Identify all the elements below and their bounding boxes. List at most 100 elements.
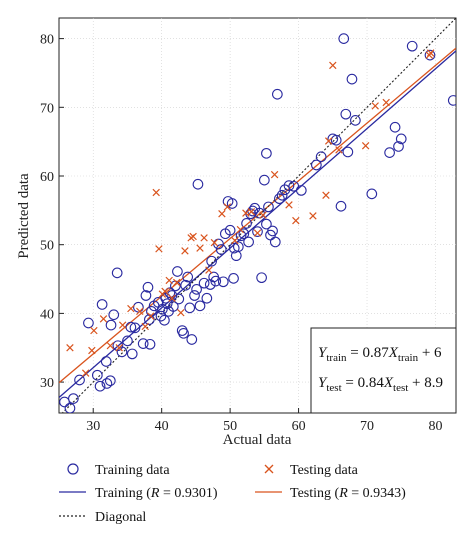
training-point	[330, 134, 342, 146]
testing-point	[247, 207, 256, 216]
training-point	[393, 141, 404, 152]
training-point	[189, 290, 200, 301]
training-point	[272, 88, 283, 100]
legend-training-fit-var: R	[150, 486, 160, 501]
legend-testing-fit-var: R	[338, 486, 348, 501]
equation-box: Ytrain = 0.87Xtrain + 6 Ytest = 0.84Xtes…	[310, 327, 457, 414]
testing-point	[115, 344, 123, 352]
training-point	[210, 275, 222, 287]
testing-point	[152, 188, 160, 197]
testing-point	[231, 236, 239, 245]
training-point	[269, 236, 281, 248]
training-point	[184, 302, 196, 314]
training-point	[100, 356, 112, 367]
axes: 30 40 50 60 70 80 30 40 50 60 70 80	[40, 33, 442, 434]
training-point	[105, 319, 117, 331]
testing-point	[106, 341, 115, 350]
training-point	[167, 301, 179, 312]
testing-point	[99, 315, 108, 323]
training-point	[144, 338, 156, 350]
test-eq-mid: = 0.84	[342, 375, 385, 391]
plot-frame	[58, 17, 457, 414]
testing-point	[136, 307, 144, 316]
training-point	[311, 159, 322, 171]
training-point	[346, 73, 358, 85]
test-eq-lhs-sub: test	[326, 382, 341, 394]
testing-point	[161, 287, 169, 296]
legend-testing-fit-prefix: Testing (	[290, 486, 340, 501]
testing-point	[335, 146, 343, 154]
training-point	[173, 293, 185, 305]
x-tick-label: 40	[155, 419, 169, 434]
train-eq-lhs-sub: train	[326, 352, 347, 364]
training-point	[122, 335, 133, 347]
test-equation: Ytest = 0.84Xtest + 8.9	[318, 375, 443, 394]
training-point	[276, 189, 288, 201]
testing-point	[218, 210, 226, 218]
testing-point	[361, 142, 370, 150]
test-eq-rhs: + 8.9	[408, 375, 443, 391]
training-point	[180, 279, 191, 291]
training-point	[178, 327, 189, 339]
legend-training-fit-suffix: = 0.9301)	[159, 486, 217, 501]
training-point	[232, 241, 244, 253]
training-point	[96, 299, 108, 310]
testing-point	[259, 211, 267, 219]
equation-box-frame	[310, 327, 457, 414]
training-point	[182, 271, 194, 283]
training-point	[64, 402, 76, 413]
y-tick-label: 30	[40, 376, 54, 391]
testing-point	[81, 369, 90, 377]
training-point	[161, 298, 173, 310]
training-point	[191, 283, 202, 295]
data-points	[59, 33, 456, 413]
train-eq-var: X	[388, 345, 399, 361]
training-point	[342, 146, 354, 158]
test-eq-lhs: Y	[318, 375, 328, 391]
training-point	[243, 236, 254, 248]
training-point	[241, 218, 252, 229]
train-eq-var-sub: train	[398, 352, 419, 364]
testing-point	[196, 244, 204, 252]
x-axis-title: Actual data	[223, 432, 292, 448]
training-point	[159, 314, 170, 326]
testing-point	[371, 102, 379, 110]
training-point	[384, 147, 395, 158]
y-tick-label: 40	[40, 307, 54, 322]
x-tick-label: 60	[292, 419, 306, 434]
train-equation: Ytrain = 0.87Xtrain + 6	[318, 345, 442, 364]
training-point	[142, 281, 154, 293]
training-point	[228, 273, 239, 284]
y-tick-label: 50	[40, 239, 54, 254]
y-tick-label: 60	[40, 170, 54, 185]
training-point	[91, 369, 103, 381]
training-point	[126, 348, 138, 360]
training-point	[424, 49, 436, 61]
test-eq-var-sub: test	[393, 382, 408, 394]
legend-training-marker	[67, 463, 79, 475]
training-point	[315, 151, 327, 163]
training-point	[74, 374, 85, 386]
legend: Training data Testing data Training (R =…	[59, 463, 406, 525]
training-point	[206, 255, 217, 267]
legend-training-data-label: Training data	[95, 463, 170, 478]
training-point	[215, 244, 227, 255]
testing-point	[236, 225, 245, 234]
training-point	[256, 272, 267, 284]
training-point	[59, 396, 70, 408]
testing-point	[324, 137, 333, 145]
x-tick-label: 50	[223, 419, 237, 434]
training-point	[125, 321, 137, 333]
testing-point	[322, 191, 330, 199]
train-eq-lhs: Y	[318, 345, 328, 361]
legend-testing-fit-label: Testing (R = 0.9343)	[290, 486, 406, 501]
training-point	[295, 185, 307, 196]
testing-point	[210, 238, 219, 247]
y-tick-label: 70	[40, 101, 54, 116]
testing-point	[146, 312, 155, 320]
training-point	[340, 108, 352, 120]
testing-point	[205, 266, 213, 274]
testing-point	[309, 212, 317, 220]
testing-point	[118, 321, 127, 329]
